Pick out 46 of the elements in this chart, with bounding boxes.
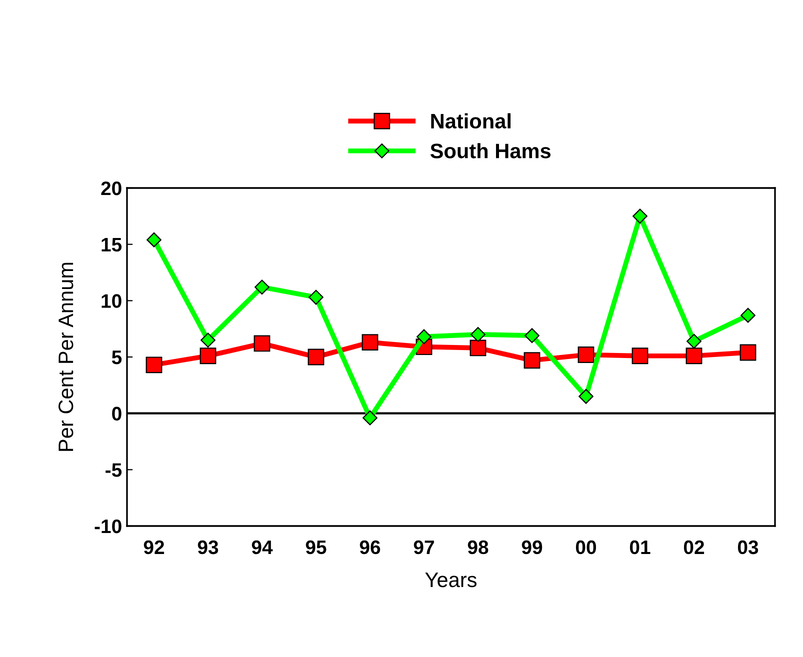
point [362, 410, 378, 426]
point [740, 344, 756, 361]
x-tick-label: 99 [522, 540, 542, 554]
point [632, 208, 648, 224]
y-tick-label: -10 [94, 519, 122, 534]
point [254, 335, 270, 352]
point [146, 232, 162, 248]
x-tick-label: 95 [306, 540, 326, 554]
x-tick-label: 94 [252, 540, 273, 554]
point [470, 327, 486, 342]
x-tick-label: 03 [738, 540, 758, 554]
point [578, 346, 594, 363]
x-axis-title: Years [425, 572, 477, 588]
x-tick-label: 92 [144, 540, 164, 554]
x-tick-label: 02 [684, 540, 704, 554]
x-tick-label: 97 [414, 540, 434, 554]
legend-label: National [431, 113, 511, 129]
y-tick-label: 20 [101, 181, 122, 196]
point [686, 348, 702, 364]
point [146, 356, 162, 374]
point [524, 352, 540, 369]
legend-label: South Hams [430, 143, 550, 158]
point [524, 328, 540, 344]
x-tick-label: 98 [468, 540, 488, 554]
x-tick-label: 01 [630, 540, 650, 554]
point [470, 340, 486, 356]
y-tick-label: 0 [112, 406, 122, 421]
point [362, 334, 378, 351]
point [416, 329, 432, 344]
x-tick-label: 96 [360, 540, 380, 554]
point [578, 389, 594, 404]
point [200, 348, 216, 364]
y-tick-label: -5 [106, 463, 122, 477]
point [200, 332, 216, 348]
point [632, 348, 648, 364]
y-axis-title: Per Cent Per Annum [58, 262, 74, 451]
point [308, 290, 324, 305]
y-tick-label: 5 [112, 350, 122, 364]
x-tick-label: 93 [198, 540, 218, 554]
x-tick-label: 00 [576, 540, 596, 554]
y-tick-label: 15 [102, 238, 122, 252]
y-tick-label: 10 [102, 294, 122, 308]
point [308, 348, 324, 366]
point [686, 334, 702, 349]
point [740, 308, 756, 323]
point [254, 280, 270, 295]
